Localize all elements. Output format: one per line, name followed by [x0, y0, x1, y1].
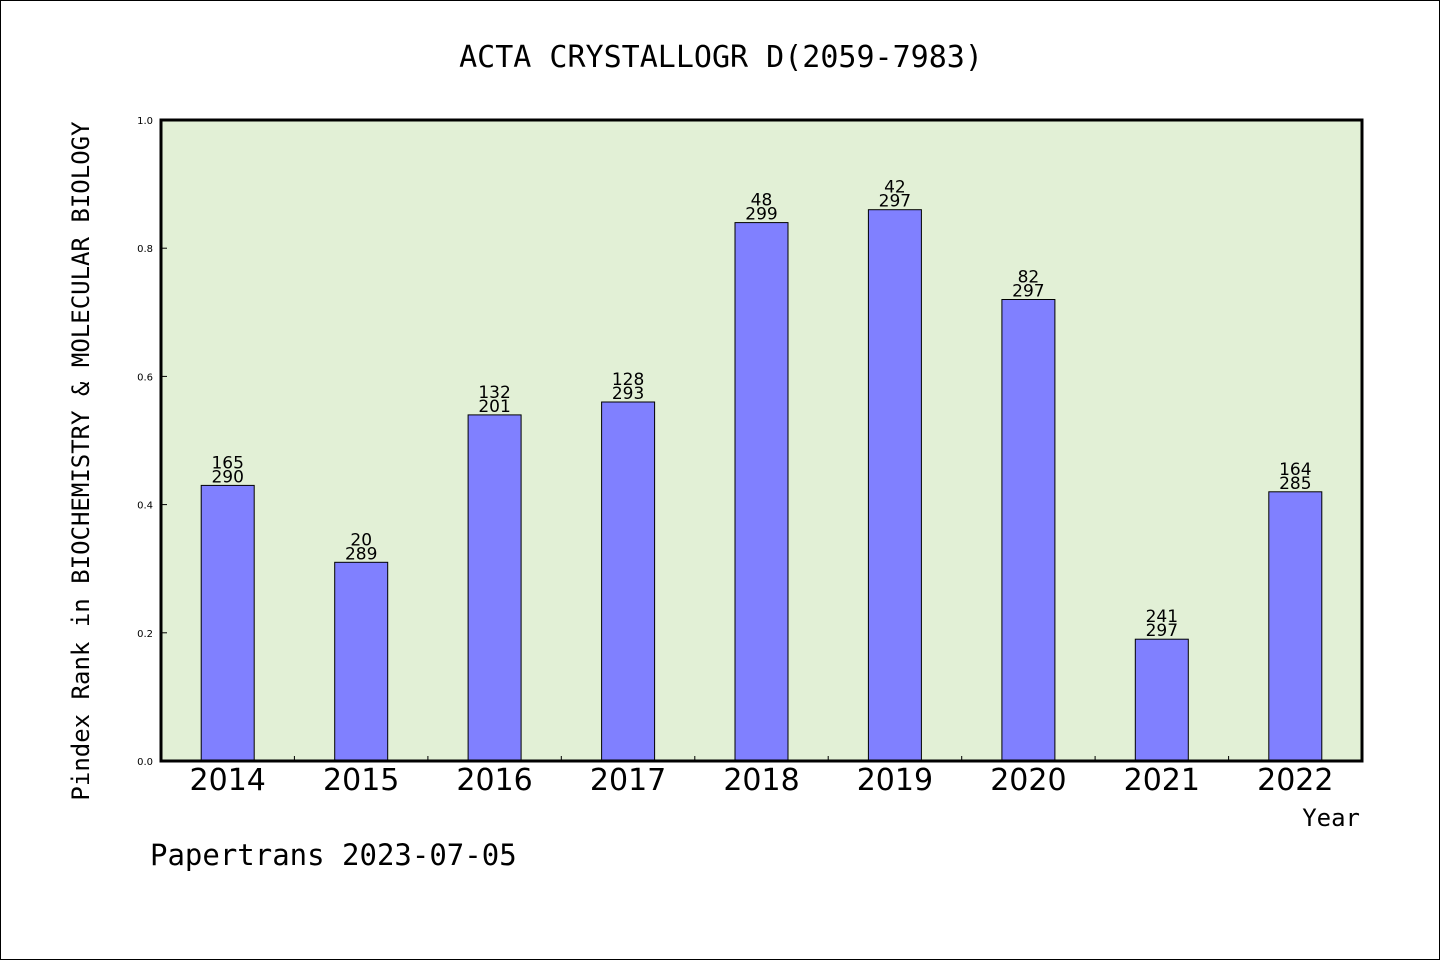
- bar-labels-layer: 1652902028913220112829348299422978229724…: [211, 178, 1311, 642]
- x-tick-label: 2015: [323, 763, 399, 798]
- bar-total-label: 297: [879, 192, 911, 212]
- bar-rank-label: 241: [1146, 607, 1178, 627]
- bar-2019: [867, 209, 922, 762]
- x-tick-label: 2022: [1257, 763, 1333, 798]
- bar-2015: [334, 561, 389, 762]
- bar-total-label: 299: [745, 205, 777, 225]
- chart-title: ACTA CRYSTALLOGR D(2059-7983): [459, 40, 983, 75]
- bar-total-label: 285: [1279, 474, 1311, 494]
- x-axis-label: Year: [1302, 804, 1360, 832]
- bar-total-label: 201: [478, 397, 510, 417]
- bars-layer: [200, 209, 1323, 762]
- y-tick-label: 0.0: [137, 757, 153, 768]
- y-tick-label: 0.8: [137, 244, 153, 255]
- bar-total-label: 297: [1146, 621, 1178, 641]
- bar-total-label: 297: [1012, 282, 1044, 302]
- bar-rank-label: 42: [884, 178, 906, 198]
- y-tick-label: 0.6: [137, 372, 153, 383]
- x-tick-label: 2018: [723, 763, 799, 798]
- x-tick-label: 2016: [456, 763, 532, 798]
- bar-2017: [601, 401, 656, 762]
- bar-total-label: 289: [345, 544, 377, 564]
- y-axis-label: Pindex Rank in BIOCHEMISTRY & MOLECULAR …: [67, 121, 95, 801]
- bar-2020: [1001, 299, 1056, 762]
- footer-credit: Papertrans 2023-07-05: [150, 838, 517, 872]
- y-tick-label: 0.2: [137, 629, 153, 640]
- bar-rank-label: 165: [211, 453, 243, 473]
- bar-2018: [734, 222, 789, 762]
- bar-2014: [200, 484, 255, 762]
- bar-total-label: 290: [211, 467, 243, 487]
- bar-total-label: 293: [612, 384, 644, 404]
- x-tick-label: 2019: [857, 763, 933, 798]
- x-tick-label: 2020: [990, 763, 1066, 798]
- bar-rank-label: 132: [478, 383, 510, 403]
- y-tick-label: 1.0: [137, 116, 153, 127]
- plot-border: [159, 118, 1364, 763]
- x-axis: 2014 2015 2016 2017 2018 2019 2020 2021 2022: [190, 756, 1333, 798]
- bar-2022: [1268, 491, 1323, 762]
- bar-2016: [467, 414, 522, 762]
- bar-rank-label: 48: [751, 191, 773, 211]
- bar-2021: [1134, 638, 1189, 762]
- bar-rank-label: 82: [1018, 268, 1040, 288]
- bar-rank-label: 164: [1279, 460, 1311, 480]
- y-tick-label: 0.4: [137, 501, 153, 512]
- x-tick-label: 2014: [190, 763, 266, 798]
- bar-rank-label: 20: [350, 530, 372, 550]
- bar-rank-label: 128: [612, 370, 644, 390]
- x-tick-label: 2021: [1124, 763, 1200, 798]
- x-tick-label: 2017: [590, 763, 666, 798]
